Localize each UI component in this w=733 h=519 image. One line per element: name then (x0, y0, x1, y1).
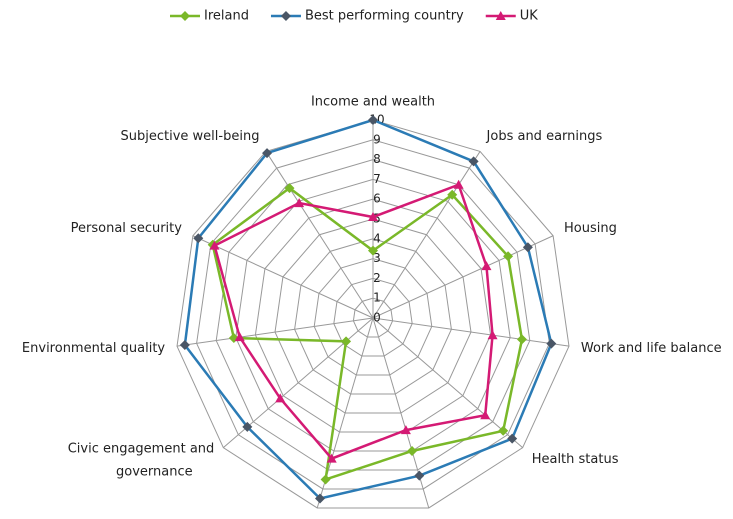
grid-ring (333, 277, 413, 357)
grid-ring (254, 198, 492, 433)
label-line: Civic engagement and (68, 441, 215, 456)
marker (193, 233, 204, 244)
marker (481, 261, 492, 271)
marker (498, 425, 509, 436)
marker (516, 334, 527, 345)
spoke (372, 317, 523, 449)
marker (522, 242, 533, 253)
category-label: Jobs and earnings (486, 129, 603, 144)
marker (487, 330, 498, 340)
grid-ring (274, 218, 472, 414)
spoke (372, 317, 570, 347)
r-tick-label: 7 (373, 172, 381, 186)
marker (180, 11, 190, 21)
legend-label: Ireland (204, 9, 249, 24)
grid-ring (196, 139, 550, 490)
grid-ring (235, 178, 511, 452)
legend-label: Best performing country (305, 9, 464, 24)
r-tick-label: 8 (373, 152, 381, 166)
marker (262, 148, 273, 159)
r-tick-label: 2 (373, 271, 381, 285)
marker (495, 11, 506, 20)
series-line (183, 118, 553, 500)
marker (315, 493, 326, 504)
grid-ring (352, 297, 394, 338)
marker (209, 240, 220, 250)
category-label: Health status (532, 452, 619, 467)
series-line (211, 186, 524, 482)
spoke (372, 151, 481, 319)
marker (326, 453, 337, 463)
marker (368, 212, 378, 222)
marker (294, 198, 305, 208)
r-tick-label: 4 (373, 231, 381, 245)
marker (368, 115, 378, 125)
grid-ring (176, 119, 570, 509)
category-label: Social connections (193, 518, 314, 519)
marker (503, 251, 514, 262)
category-label: Income and wealth (311, 95, 435, 110)
category-label: Education and skills (432, 518, 562, 519)
category-label: Housing (564, 221, 617, 236)
marker (468, 156, 479, 167)
series-line (213, 183, 494, 461)
marker (320, 474, 331, 485)
marker (284, 183, 295, 194)
category-label: Personal security (71, 221, 183, 236)
marker (179, 340, 190, 351)
category-label: Environmental quality (22, 341, 165, 356)
grid-ring (215, 159, 531, 471)
marker (368, 245, 378, 256)
marker (275, 393, 286, 403)
marker (400, 425, 411, 435)
spoke (192, 235, 374, 319)
marker (546, 338, 557, 349)
r-tick-label: 9 (373, 132, 381, 146)
spoke (176, 317, 374, 347)
r-tick-label: 6 (373, 192, 381, 206)
marker (341, 336, 352, 347)
marker (280, 11, 291, 21)
marker (447, 189, 458, 200)
marker (453, 179, 464, 189)
label-line: governance (116, 464, 193, 479)
marker (480, 410, 491, 420)
marker (242, 421, 253, 432)
r-tick-label: 1 (373, 291, 381, 305)
r-tick-label: 5 (373, 212, 381, 226)
marker (507, 433, 518, 444)
legend-label: UK (520, 9, 539, 24)
spoke (265, 151, 374, 319)
category-label: Subjective well-being (121, 129, 260, 144)
grid-ring (294, 238, 452, 395)
spoke (372, 235, 554, 319)
r-tick-label: 0 (373, 311, 381, 325)
r-tick-label: 3 (373, 251, 381, 265)
category-label: Civic engagement and governance (68, 441, 215, 479)
category-label: Work and life balance (581, 341, 722, 356)
grid-ring (313, 258, 433, 376)
marker (414, 470, 425, 481)
marker (407, 445, 418, 456)
marker (234, 332, 245, 342)
